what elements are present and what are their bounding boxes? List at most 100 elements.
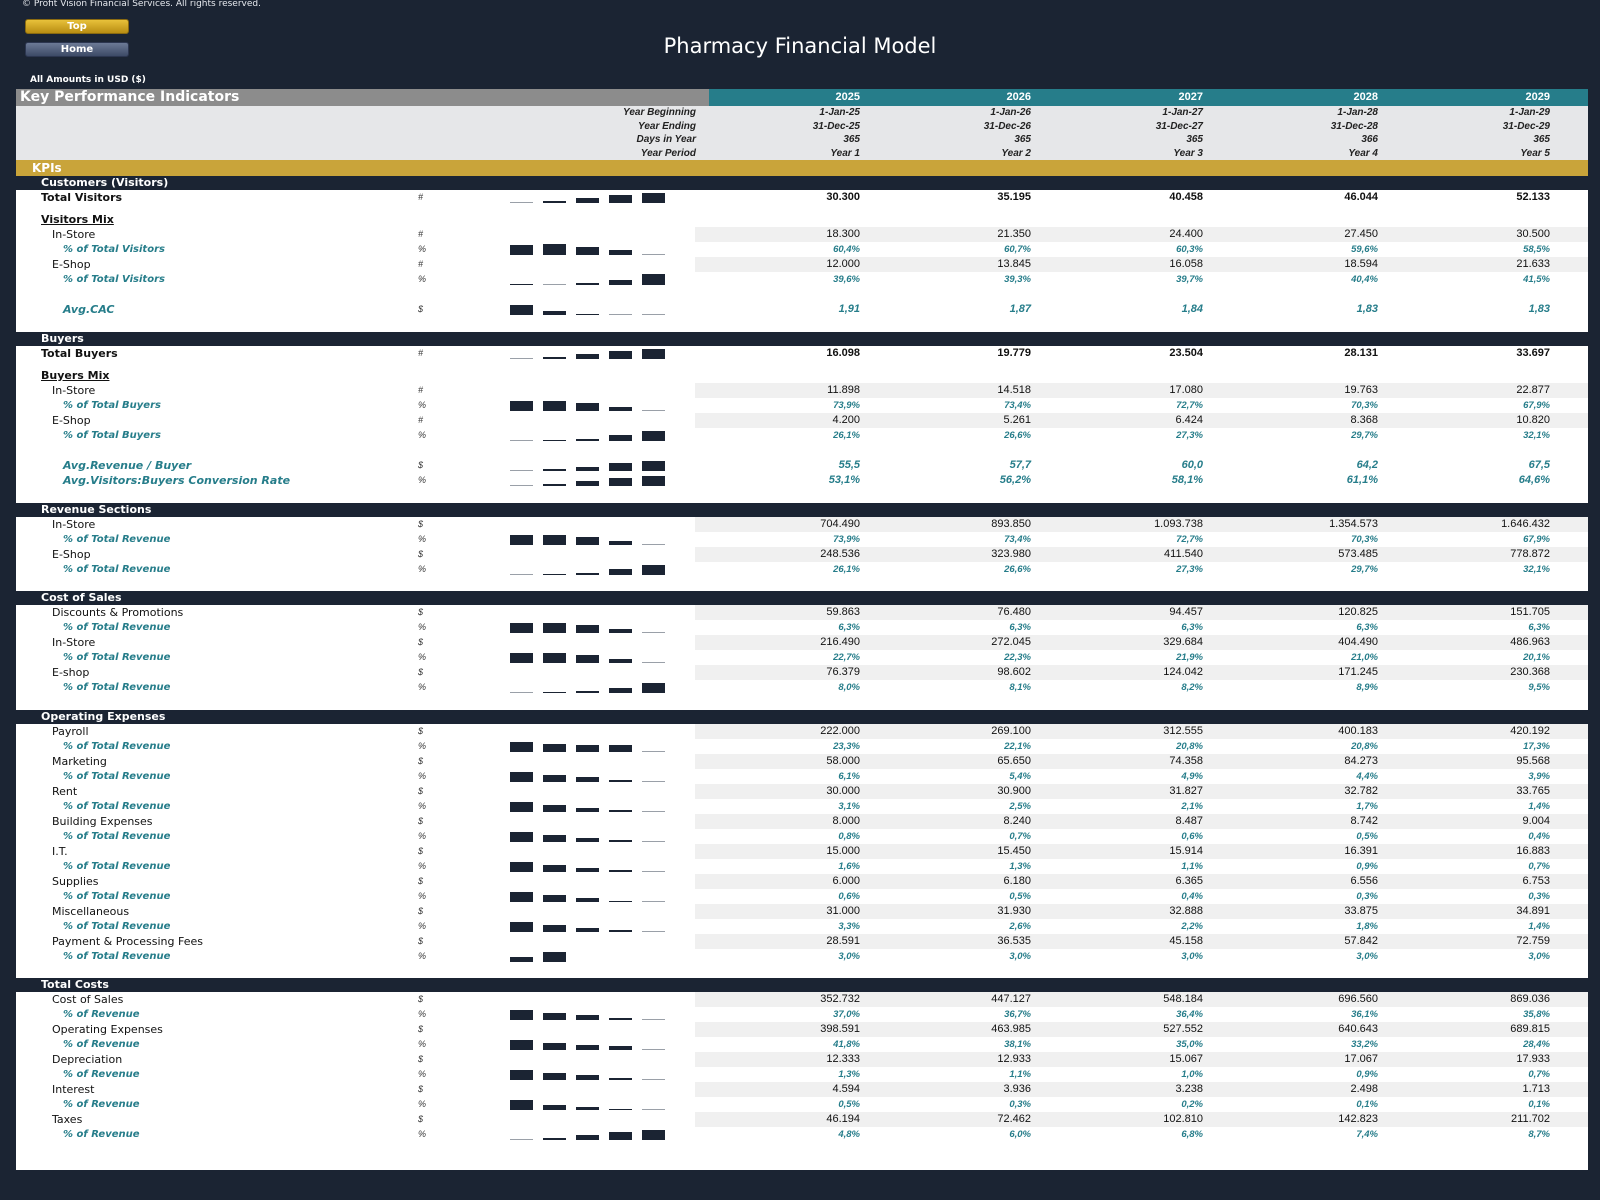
row-value: 151.705 — [1510, 606, 1550, 618]
sparkline-bar — [576, 354, 599, 359]
top-button[interactable]: Top — [25, 19, 129, 34]
row-label: % of Total Revenue — [63, 741, 171, 752]
row-value: 573.485 — [1338, 548, 1378, 560]
row-value: 6,3% — [1528, 622, 1550, 633]
row-value: 28.591 — [826, 935, 860, 947]
sparkline — [510, 190, 680, 205]
row-value: 32.782 — [1344, 785, 1378, 797]
row-value: 8,1% — [1009, 682, 1031, 693]
row-value: 72,7% — [1176, 400, 1203, 411]
table-row: % of Revenue% 4,8% 6,0% 6,8% 7,4% 8,7% — [16, 1127, 1588, 1142]
home-button[interactable]: Home — [25, 42, 129, 57]
row-value: 15.450 — [997, 845, 1031, 857]
row-value: 17,3% — [1523, 741, 1550, 752]
row-value: 41,5% — [1523, 274, 1550, 285]
sparkline-bar — [642, 931, 665, 932]
sparkline-bar — [543, 1138, 566, 1140]
table-row: Rent $30.000 30.900 31.827 32.782 33.765 — [16, 784, 1588, 799]
row-label: Operating Expenses — [52, 1023, 163, 1036]
sparkline-bar — [510, 692, 533, 693]
sparkline-bar — [609, 541, 632, 545]
row-value: 8.487 — [1175, 815, 1203, 827]
row-value: 14.518 — [997, 384, 1031, 396]
period-info-value: 366 — [1361, 134, 1378, 145]
row-value: 64,6% — [1518, 474, 1550, 486]
section-body: Total Buyers #16.098 19.779 23.504 28.131 33.… — [16, 346, 1588, 503]
sparkline-bar — [510, 922, 533, 932]
table-row: Avg.Revenue / Buyer $55,5 57,7 60,0 64,2 67,5 — [16, 458, 1588, 473]
row-value: 3,0% — [1181, 951, 1203, 962]
sparkline-bar — [543, 865, 566, 872]
row-label: % of Total Revenue — [63, 921, 171, 932]
row-value: 0,2% — [1181, 1099, 1203, 1110]
period-info-label: Year Ending — [638, 120, 696, 132]
row-label: In-Store — [52, 518, 96, 531]
currency-label: All Amounts in USD ($) — [30, 75, 146, 85]
row-label: % of Total Revenue — [63, 951, 171, 962]
row-value: 27,3% — [1176, 564, 1203, 575]
kpis-bar: KPIs — [16, 160, 1588, 176]
sparkline — [510, 799, 680, 814]
period-info-value: 31-Dec-29 — [1502, 120, 1550, 132]
sparkline-bar — [510, 1040, 533, 1050]
row-shade — [695, 383, 1588, 398]
table-row: Depreciation $12.333 12.933 15.067 17.067 17.… — [16, 1052, 1588, 1067]
table-row: % of Total Revenue% 6,1% 5,4% 4,9% 4,4% 3,9% — [16, 769, 1588, 784]
table-row: Payment & Processing Fees $28.591 36.535 45… — [16, 934, 1588, 949]
year-header: 2025 2026 2027 2028 2029 — [709, 89, 1588, 106]
period-info-value: 365 — [1533, 134, 1550, 145]
row-value: 3.238 — [1175, 1083, 1203, 1095]
row-value: 34.891 — [1516, 905, 1550, 917]
row-value: 15.914 — [1169, 845, 1203, 857]
row-value: 4.200 — [832, 414, 860, 426]
row-value: 640.643 — [1338, 1023, 1378, 1035]
sparkline-bar — [642, 1109, 665, 1110]
row-value: 398.591 — [820, 1023, 860, 1035]
row-label: Supplies — [52, 875, 99, 888]
row-value: 72.462 — [997, 1113, 1031, 1125]
row-value: 548.184 — [1163, 993, 1203, 1005]
sparkline-bar — [576, 198, 599, 203]
row-value: 26,6% — [1004, 430, 1031, 441]
sparkline-bar — [609, 870, 632, 872]
row-value: 8,0% — [838, 682, 860, 693]
row-value: 2,6% — [1009, 921, 1031, 932]
row-shade — [695, 814, 1588, 829]
period-info-label: Year Beginning — [623, 107, 696, 118]
period-info-value: 1-Jan-25 — [819, 107, 860, 118]
row-value: 36,4% — [1176, 1009, 1203, 1020]
row-value: 27,3% — [1176, 430, 1203, 441]
year-column-header: 2027 — [1178, 91, 1203, 103]
sparkline-bar — [609, 901, 632, 902]
sparkline-bar — [576, 928, 599, 932]
row-value: 216.490 — [820, 636, 860, 648]
row-value: 3,0% — [1528, 951, 1550, 962]
table-row: In-Store $704.490 893.850 1.093.738 1.354.57… — [16, 517, 1588, 532]
row-unit: % — [418, 951, 427, 961]
row-value: 8.240 — [1003, 815, 1031, 827]
row-unit: # — [418, 192, 424, 202]
table-row: E-Shop #12.000 13.845 16.058 18.594 21.633 — [16, 257, 1588, 272]
sparkline-bar — [642, 683, 665, 693]
row-unit: % — [418, 1129, 427, 1139]
sparkline-bar — [642, 1079, 665, 1080]
row-shade — [695, 784, 1588, 799]
row-value: 72.759 — [1516, 935, 1550, 947]
row-value: 22,1% — [1004, 741, 1031, 752]
row-unit: $ — [418, 460, 424, 470]
row-shade — [695, 605, 1588, 620]
period-info-value: Year 1 — [830, 147, 860, 159]
sparkline — [510, 859, 680, 874]
row-value: 2,5% — [1009, 801, 1031, 812]
row-label: % of Revenue — [63, 1039, 140, 1050]
sparkline-bar — [543, 484, 566, 486]
sparkline — [510, 1037, 680, 1052]
row-value: 39,6% — [833, 274, 860, 285]
row-value: 1,4% — [1528, 801, 1550, 812]
table-row: Payroll $222.000 269.100 312.555 400.183 420.… — [16, 724, 1588, 739]
row-label: % of Total Buyers — [63, 400, 161, 411]
sparkline-bar — [642, 841, 665, 842]
row-value: 72,7% — [1176, 534, 1203, 545]
sparkline-bar — [510, 892, 533, 902]
row-value: 22,7% — [833, 652, 860, 663]
